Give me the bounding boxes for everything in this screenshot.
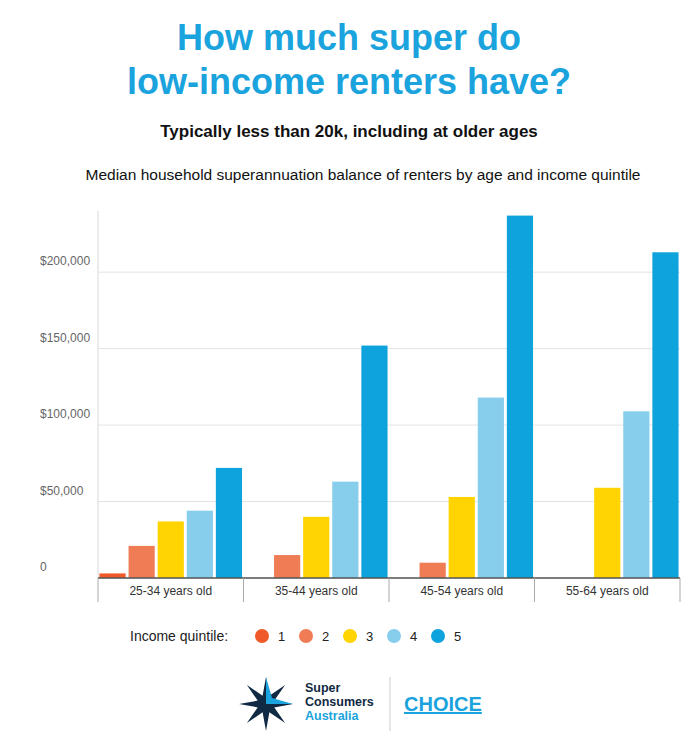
bar	[449, 497, 475, 578]
x-tick-label: 35-44 years old	[275, 584, 358, 598]
legend-swatch	[255, 629, 269, 643]
bar	[158, 521, 184, 578]
y-tick-label: $100,000	[40, 407, 90, 421]
bar	[187, 511, 213, 578]
y-axis-line	[98, 211, 99, 578]
bar	[420, 563, 446, 578]
x-tick-label: 25-34 years old	[129, 584, 212, 598]
x-separator	[243, 578, 244, 602]
x-separator	[389, 578, 390, 602]
title: How much super do	[177, 17, 521, 58]
legend-title: Income quintile:	[130, 628, 228, 644]
logo-star-accent	[266, 677, 293, 704]
y-tick-label: $50,000	[40, 484, 84, 498]
chart-title: Median household superannuation balance …	[86, 166, 641, 183]
bar	[216, 468, 242, 578]
x-tick-label: 45-54 years old	[420, 584, 503, 598]
y-tick-label: 0	[40, 560, 47, 574]
logo-text: Australia	[305, 709, 360, 723]
bar	[652, 252, 678, 578]
legend-label: 5	[454, 629, 461, 644]
partner-logo: CHOICE	[404, 693, 482, 715]
logo-divider	[390, 677, 391, 731]
grid-line	[98, 348, 680, 349]
legend-swatch	[431, 629, 445, 643]
logo-star	[239, 677, 293, 731]
grid-line	[98, 425, 680, 426]
grid-line	[98, 501, 680, 502]
bars	[99, 216, 678, 578]
legend-swatch	[387, 629, 401, 643]
legend-label: 3	[366, 629, 373, 644]
x-tick-label: 55-64 years old	[566, 584, 649, 598]
bar	[594, 488, 620, 578]
logo-text: Consumers	[305, 695, 374, 709]
bar	[507, 216, 533, 578]
logo-text: Super	[305, 681, 341, 695]
x-separator	[98, 578, 99, 602]
bar	[478, 398, 504, 578]
y-tick-label: $200,000	[40, 254, 90, 268]
bar	[274, 555, 300, 578]
legend-label: 1	[278, 629, 285, 644]
chart: How much super dolow-income renters have…	[0, 0, 698, 731]
bar	[303, 517, 329, 578]
bar	[623, 411, 649, 578]
title: low-income renters have?	[127, 61, 571, 102]
legend-swatch	[343, 629, 357, 643]
subtitle: Typically less than 20k, including at ol…	[160, 122, 538, 141]
legend-label: 2	[322, 629, 329, 644]
bar	[361, 346, 387, 578]
bar	[129, 546, 155, 578]
bar	[332, 482, 358, 578]
y-tick-label: $150,000	[40, 331, 90, 345]
x-separator	[534, 578, 535, 602]
legend-swatch	[299, 629, 313, 643]
legend-label: 4	[410, 629, 417, 644]
grid-line	[98, 272, 680, 273]
x-separator	[680, 578, 681, 602]
